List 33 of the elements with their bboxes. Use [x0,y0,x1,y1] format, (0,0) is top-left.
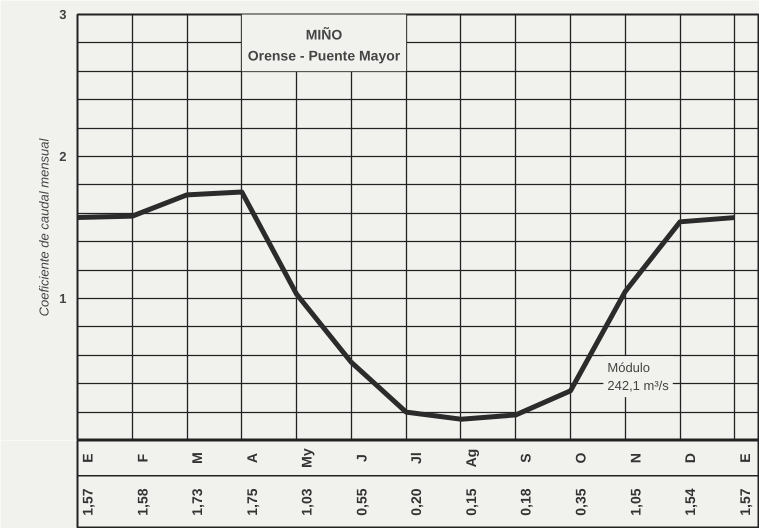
data-label: 1,75 [244,488,260,516]
x-tick-label: N [627,453,644,464]
data-label: 0,20 [408,488,424,516]
data-label: 0,35 [572,488,589,516]
data-label: 1,57 [80,488,96,516]
text: MIÑO [306,26,342,42]
x-tick-label: E [736,453,753,463]
x-tick-label: O [572,452,589,464]
x-tick-label: E [80,453,96,463]
y-tick-label: 3 [59,7,67,22]
data-label: 1,03 [298,488,315,516]
data-label: 1,05 [627,488,644,516]
data-label: 0,15 [462,488,479,516]
data-label: 0,55 [353,488,370,516]
x-tick-label: D [682,453,698,464]
x-tick-label: F [134,453,150,462]
x-tick-label: J [353,454,370,462]
x-tick-label: My [298,448,315,468]
text: Orense - Puente Mayor [248,48,401,64]
x-tick-label: M [189,452,206,464]
x-tick-label: S [518,453,534,463]
y-axis-title: Coeficiente de caudal mensual [36,138,52,316]
data-label: 0,18 [518,488,534,516]
y-tick-label: 1 [59,291,67,306]
data-label: 1,73 [189,488,206,516]
x-tick-label: A [244,453,260,464]
x-tick-label: Jl [408,452,424,464]
data-label: 1,54 [682,488,698,516]
data-label: 1,57 [736,488,753,516]
data-label: 1,58 [134,488,150,516]
y-tick-label: 2 [59,149,67,164]
annotation: Módulo 242,1 m³/s [607,360,670,394]
x-tick-label: Ag [462,448,479,468]
